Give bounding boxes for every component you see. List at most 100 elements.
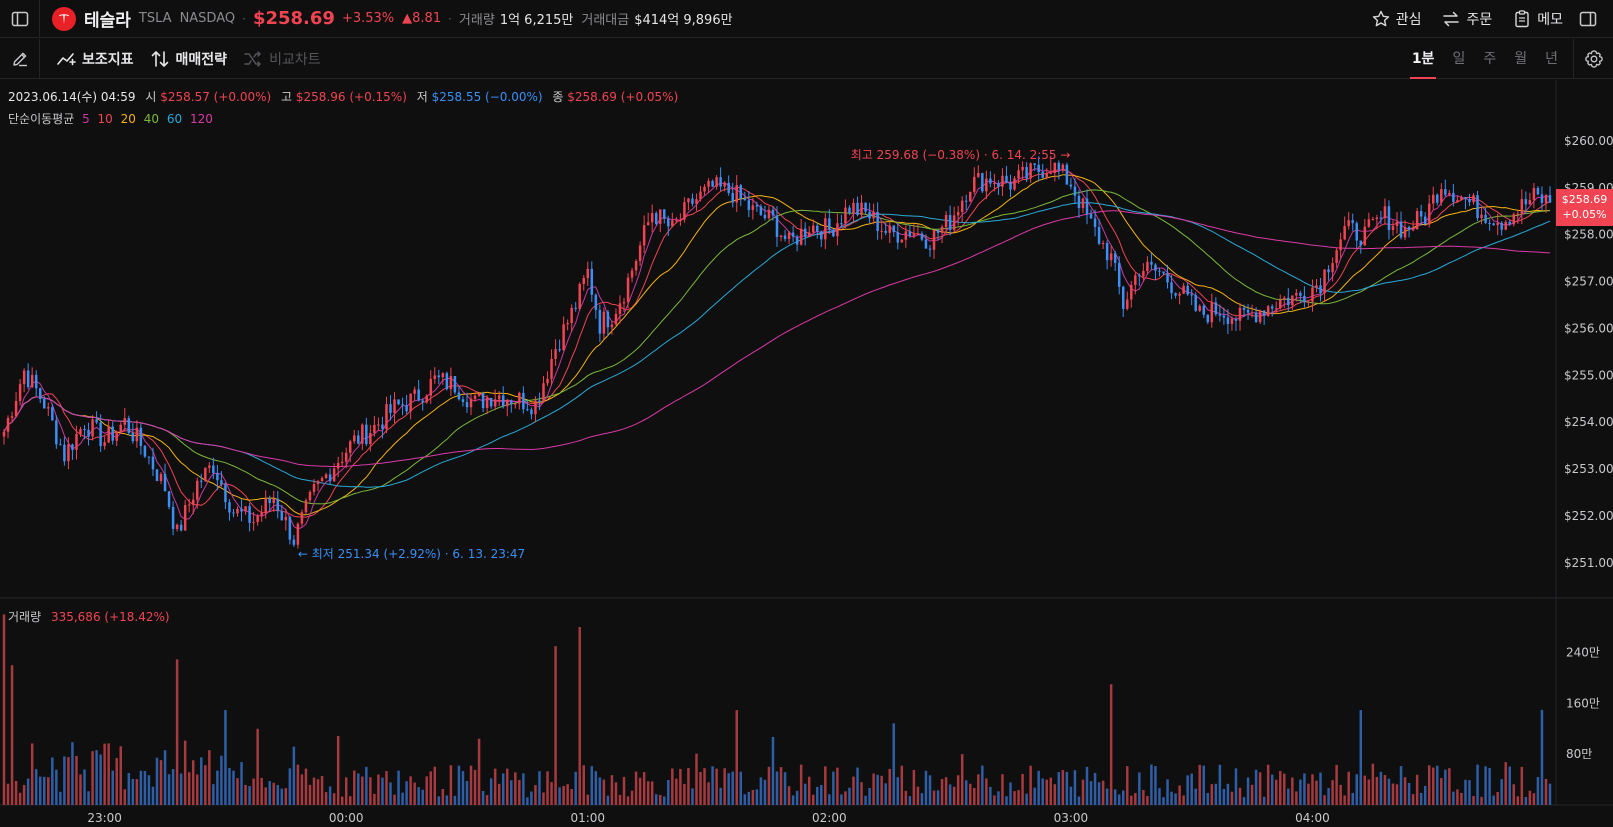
candle-body	[1411, 229, 1415, 231]
candle-body	[1315, 285, 1318, 288]
candle-body	[308, 491, 312, 501]
candle-body	[1069, 184, 1073, 187]
volume-bar	[1194, 788, 1197, 805]
volume-bar	[51, 757, 54, 805]
volume-bar	[1021, 773, 1024, 805]
candle-body	[522, 392, 525, 410]
candle-body	[55, 420, 58, 445]
volume-bar	[739, 771, 743, 805]
candle-body	[316, 481, 320, 485]
candle-body	[880, 230, 883, 232]
candle-body	[530, 409, 533, 415]
candle-body	[1299, 292, 1302, 296]
ma-period-120: 120	[189, 112, 213, 126]
time-tick-label: 03:00	[1054, 811, 1089, 825]
candle-body	[212, 465, 215, 473]
candle-body	[916, 233, 920, 235]
volume-legend: 거래량 335,686 (+18.42%)	[8, 608, 170, 625]
candle-body	[538, 400, 541, 402]
volume-bar	[872, 773, 875, 805]
volume-bar	[767, 766, 771, 805]
volume-bar	[1274, 779, 1278, 805]
volume-bar	[1005, 796, 1008, 805]
tab-year[interactable]: 년	[1545, 51, 1558, 67]
candle-body	[1363, 226, 1367, 246]
volume-bar	[87, 791, 90, 805]
volume-bar	[783, 772, 787, 805]
chart-settings-button[interactable]	[1573, 39, 1613, 79]
price-tick-label: $254.00	[1564, 415, 1613, 429]
candle-body	[751, 205, 755, 211]
volume-bar	[292, 746, 296, 805]
candle-body	[1053, 162, 1057, 173]
volume-bar	[1331, 780, 1334, 805]
indicators-button[interactable]: 보조지표	[56, 49, 134, 69]
tab-1min[interactable]: 1분	[1409, 39, 1437, 79]
volume-bar	[1013, 791, 1016, 805]
panel-toggle-button[interactable]	[1563, 0, 1613, 38]
volume-bar	[868, 788, 871, 805]
candle-body	[417, 389, 420, 401]
sidebar-toggle-button[interactable]	[0, 0, 40, 38]
candle-body	[940, 226, 944, 233]
candle-body	[1367, 219, 1371, 227]
volume-bar	[457, 765, 461, 805]
tab-day[interactable]: 일	[1452, 51, 1466, 67]
candle-body	[1230, 318, 1234, 324]
candle-body	[667, 218, 670, 227]
volume-bar	[1182, 795, 1185, 805]
volume-bar	[1214, 783, 1218, 805]
order-button[interactable]: 주문	[1441, 9, 1492, 29]
volume-bar	[1025, 793, 1028, 805]
candle-body	[1427, 203, 1431, 225]
candle-body	[473, 395, 477, 399]
volume-bar	[622, 776, 626, 805]
candle-body	[506, 400, 509, 407]
volume-bar	[212, 784, 215, 805]
volume-bar	[904, 790, 908, 805]
candle-body	[6, 417, 10, 432]
candle-body	[79, 429, 82, 434]
candle-body	[353, 435, 356, 442]
candle-body	[115, 431, 118, 441]
volume-bar	[989, 786, 992, 805]
candle-body	[47, 407, 50, 409]
candle-body	[936, 229, 940, 233]
volume-bar	[179, 773, 183, 805]
strategy-button[interactable]: 매매전략	[150, 49, 227, 69]
candle-body	[969, 191, 972, 202]
candle-body	[1500, 222, 1503, 230]
volume-bar	[707, 782, 710, 805]
candle-body	[1101, 243, 1105, 245]
tab-month[interactable]: 월	[1514, 51, 1528, 67]
volume-bar	[63, 756, 66, 805]
candle-body	[1142, 271, 1145, 277]
compare-chart-button[interactable]: 비교차트	[243, 49, 321, 69]
volume-bar	[832, 771, 835, 805]
candle-body	[95, 419, 98, 423]
volume-bar	[224, 710, 227, 805]
candle-body	[1166, 273, 1169, 283]
volume-tick-label: 160만	[1566, 696, 1600, 710]
volume-bar	[650, 781, 654, 805]
close-value: $258.69 (+0.05%)	[567, 90, 679, 104]
candle-body	[723, 182, 726, 187]
volume-bar	[1262, 796, 1266, 805]
volume-bar	[1142, 789, 1145, 805]
watchlist-button[interactable]: 관심	[1371, 9, 1421, 29]
volume-bar	[598, 777, 602, 805]
volume-bar	[558, 787, 561, 805]
volume-bar	[1057, 772, 1061, 805]
volume-bar	[1270, 774, 1274, 805]
low-value: $258.55 (−0.00%)	[431, 90, 543, 104]
memo-button[interactable]: 메모	[1512, 9, 1563, 29]
drawing-tool-button[interactable]	[0, 38, 40, 79]
tab-week[interactable]: 주	[1483, 51, 1497, 67]
volume-bar	[1202, 765, 1206, 805]
candle-body	[292, 539, 296, 545]
candle-body	[469, 398, 473, 408]
candle-body	[892, 225, 896, 233]
candle-body	[300, 512, 304, 524]
volume-bar	[264, 787, 267, 805]
